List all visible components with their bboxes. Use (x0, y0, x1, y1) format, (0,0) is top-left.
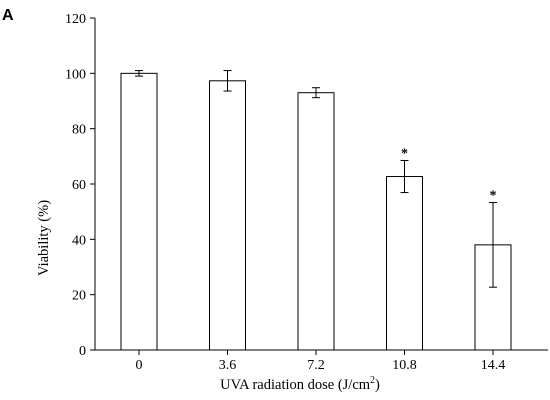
y-tick-label: 0 (79, 344, 86, 359)
y-axis-ticks: 0 20 40 60 80 100 120 (65, 12, 95, 359)
x-tick-label: 3.6 (219, 358, 237, 373)
x-axis-label: UVA radiation dose (J/cm2) (220, 375, 380, 393)
panel-label: A (2, 7, 14, 24)
x-axis-label-main: UVA radiation dose (J/cm (220, 377, 371, 393)
y-tick-label: 80 (72, 123, 86, 138)
error-bars (135, 70, 497, 288)
bar (209, 80, 246, 351)
x-tick-label: 14.4 (481, 358, 506, 373)
y-tick-label: 120 (65, 12, 86, 27)
x-axis-label-superscript: 2 (370, 375, 375, 386)
x-axis-ticks: 0 3.6 7.2 10.8 14.4 (136, 350, 506, 373)
y-tick-label: 60 (72, 178, 86, 193)
significance-asterisk: * (401, 146, 408, 161)
bar (386, 176, 423, 351)
significance-marks: ** (401, 146, 497, 203)
y-axis-label: Viability (%) (36, 200, 52, 276)
bar (120, 72, 158, 351)
x-axis-label-suffix: ) (375, 377, 380, 393)
significance-asterisk: * (490, 189, 497, 204)
bar (297, 92, 335, 351)
x-tick-label: 10.8 (392, 358, 417, 373)
y-tick-label: 40 (72, 233, 86, 248)
x-tick-label: 7.2 (307, 358, 325, 373)
bars (120, 72, 512, 351)
y-tick-label: 100 (65, 67, 86, 82)
x-tick-label: 0 (136, 358, 143, 373)
y-tick-label: 20 (72, 289, 86, 304)
